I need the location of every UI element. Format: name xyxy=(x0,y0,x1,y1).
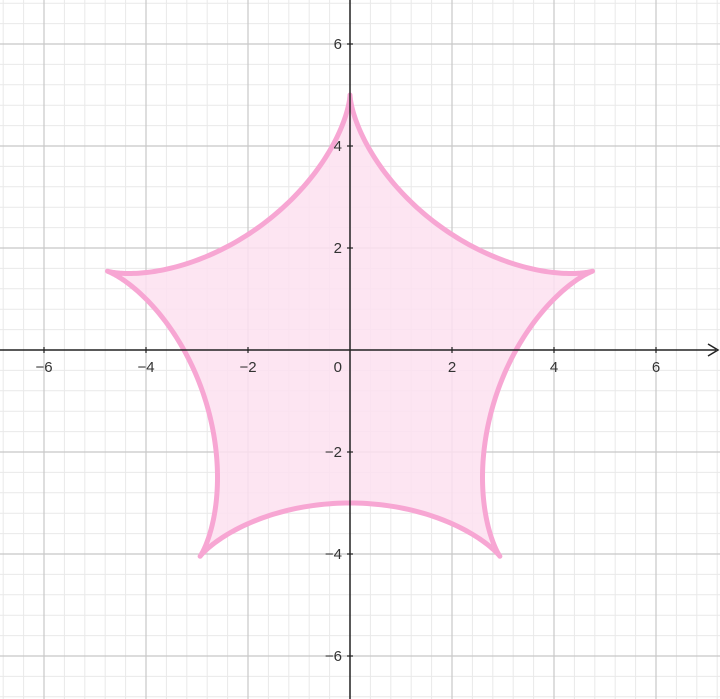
x-tick-label: 6 xyxy=(652,359,660,376)
y-tick-label: 6 xyxy=(334,36,342,53)
y-tick-label: −4 xyxy=(325,546,342,563)
tick-labels: −6 −4 −2 2 4 6 −6 −4 −2 2 4 6 0 xyxy=(35,36,660,665)
x-tick-label: −6 xyxy=(35,359,52,376)
y-tick-label: 4 xyxy=(334,138,342,155)
y-tick-label: −2 xyxy=(325,444,342,461)
x-tick-label: −4 xyxy=(137,359,154,376)
y-tick-label: 2 xyxy=(334,240,342,257)
x-axis-arrow xyxy=(707,343,720,357)
x-tick-label: 2 xyxy=(448,359,456,376)
origin-label: 0 xyxy=(334,359,342,376)
y-tick-label: −6 xyxy=(325,648,342,665)
x-tick-label: −2 xyxy=(239,359,256,376)
x-tick-label: 4 xyxy=(550,359,558,376)
